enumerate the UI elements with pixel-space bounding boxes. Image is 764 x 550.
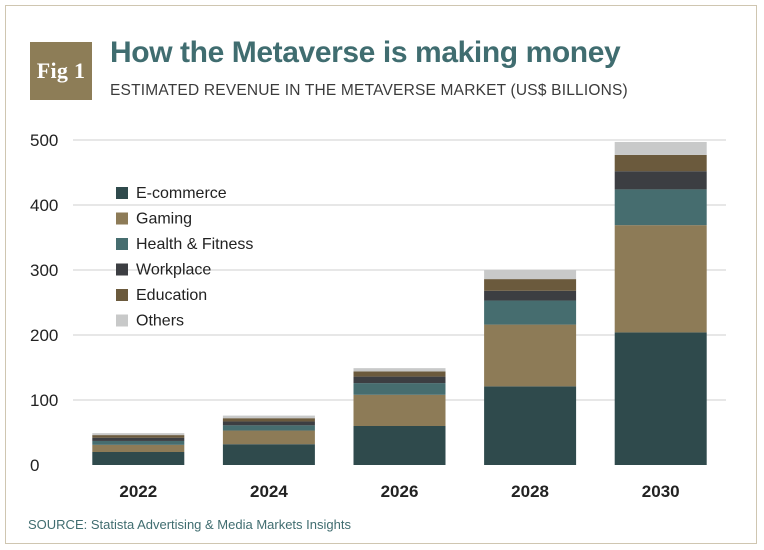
bar-2022-health-fitness xyxy=(92,440,185,445)
x-axis-ticks: 2022 2024 2026 2028 2030 xyxy=(119,482,679,501)
y-tick-label: 400 xyxy=(30,196,58,215)
y-tick-label: 300 xyxy=(30,261,58,280)
legend-swatch xyxy=(116,263,128,276)
bar-2030-gaming xyxy=(614,225,707,333)
x-tick-label: 2028 xyxy=(511,482,549,501)
bar-2022-gaming xyxy=(92,444,185,452)
bar-2024-workplace xyxy=(222,421,315,426)
bar-2026-others xyxy=(353,368,446,372)
legend-swatch xyxy=(116,314,128,327)
bar-2028-e-commerce xyxy=(484,386,577,465)
y-tick-label: 100 xyxy=(30,391,58,410)
bar-2026-workplace xyxy=(353,376,446,384)
bar-2024-education xyxy=(222,418,315,422)
bar-2026-education xyxy=(353,371,446,377)
chart-subtitle: ESTIMATED REVENUE IN THE METAVERSE MARKE… xyxy=(110,82,628,99)
legend-swatch xyxy=(116,289,128,301)
legend-label: Health & Fitness xyxy=(136,236,253,253)
bar-2022-workplace xyxy=(92,437,185,441)
bar-2030-workplace xyxy=(614,171,707,190)
legend-label: E-commerce xyxy=(136,185,227,202)
source-note: SOURCE: Statista Advertising & Media Mar… xyxy=(28,517,351,532)
bar-2024-others xyxy=(222,415,315,419)
bar-2028-education xyxy=(484,279,577,291)
bar-2024-e-commerce xyxy=(222,444,315,465)
bar-2026-e-commerce xyxy=(353,426,446,465)
legend-label: Others xyxy=(136,313,184,330)
y-tick-label: 200 xyxy=(30,326,58,345)
y-axis-ticks: 0 100 200 300 400 500 xyxy=(30,131,58,475)
legend-label: Education xyxy=(136,287,207,304)
bar-2024-gaming xyxy=(222,430,315,445)
x-tick-label: 2024 xyxy=(250,482,288,501)
bar-2030-education xyxy=(614,154,707,172)
x-tick-label: 2022 xyxy=(119,482,157,501)
bar-2026-health-fitness xyxy=(353,383,446,395)
legend-label: Gaming xyxy=(136,211,192,228)
bar-2022-education xyxy=(92,435,185,438)
legend-label: Workplace xyxy=(136,262,211,279)
y-tick-label: 500 xyxy=(30,131,58,150)
bar-2024-health-fitness xyxy=(222,425,315,431)
chart-title: How the Metaverse is making money xyxy=(110,36,621,69)
bar-2022-e-commerce xyxy=(92,452,185,465)
legend-swatch xyxy=(116,212,128,225)
bar-2030-e-commerce xyxy=(614,332,707,465)
legend-swatch xyxy=(116,187,128,199)
y-tick-label: 0 xyxy=(30,456,39,475)
x-tick-label: 2030 xyxy=(642,482,680,501)
figure-badge: Fig 1 xyxy=(30,42,92,100)
bar-2022-others xyxy=(92,433,185,436)
bar-2028-workplace xyxy=(484,290,577,301)
bars xyxy=(92,141,707,465)
bar-2028-health-fitness xyxy=(484,300,577,325)
x-tick-label: 2026 xyxy=(381,482,419,501)
bar-2026-gaming xyxy=(353,394,446,426)
legend-swatch xyxy=(116,238,128,250)
bar-2030-others xyxy=(614,141,707,155)
bar-2030-health-fitness xyxy=(614,189,707,226)
bar-2028-gaming xyxy=(484,324,577,387)
legend: E-commerce Gaming Health & Fitness Workplac… xyxy=(116,185,253,330)
bar-2028-others xyxy=(484,270,577,280)
